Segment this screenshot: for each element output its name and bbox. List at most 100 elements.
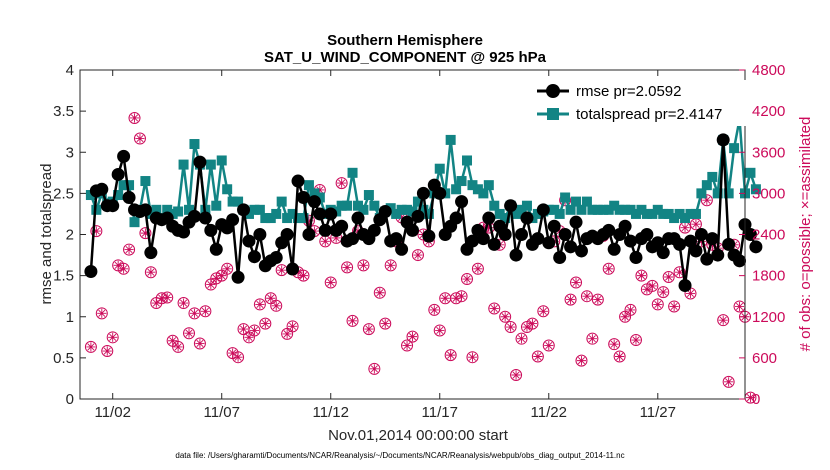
- totalspread-point: [233, 196, 244, 207]
- obs-possible-point: [668, 300, 681, 313]
- rmse-point: [378, 204, 392, 218]
- totalspread-point: [456, 176, 467, 187]
- totalspread-point: [576, 204, 587, 215]
- totalspread-point: [489, 200, 500, 211]
- rmse-point: [515, 228, 529, 241]
- obs-assimilated-point: [669, 301, 679, 312]
- totalspread-point: [647, 208, 658, 219]
- rmse-point: [433, 186, 447, 200]
- obs-possible-point: [248, 324, 261, 337]
- obs-assimilated-point: [734, 301, 745, 312]
- rmse-point: [193, 155, 207, 169]
- rmse-point: [95, 182, 109, 196]
- obs-possible-point: [700, 194, 713, 207]
- y-axis-label-right: # of obs: o=possible; ×=assimilated: [797, 117, 814, 352]
- totalspread-point: [494, 208, 505, 219]
- rmse-point: [204, 223, 218, 237]
- totalspread-point: [184, 204, 195, 215]
- totalspread-point: [342, 200, 353, 211]
- totalspread-point: [630, 208, 641, 219]
- rmse-point: [711, 248, 725, 262]
- rmse-point: [231, 270, 245, 284]
- obs-possible-point: [575, 354, 588, 367]
- totalspread-point: [167, 208, 178, 219]
- obs-assimilated-point: [402, 340, 412, 351]
- rmse-point: [564, 240, 578, 254]
- obs-assimilated-point: [86, 342, 96, 352]
- obs-possible-point: [379, 317, 392, 330]
- y-tick-label: 2: [66, 227, 74, 244]
- obs-assimilated-point: [233, 352, 243, 362]
- obs-assimilated-point: [473, 264, 483, 274]
- totalspread-point: [271, 208, 282, 219]
- obs-assimilated-point: [604, 264, 614, 274]
- obs-assimilated-point: [544, 340, 554, 351]
- rmse-point: [367, 223, 381, 237]
- totalspread-point: [521, 200, 532, 211]
- totalspread-point: [581, 196, 592, 207]
- ticks-layer: 11/02 11/07 11/12 11/17 11/22 11/27 0 0.5 1 1.5 2 2…: [53, 62, 785, 421]
- totalspread-point: [592, 204, 603, 215]
- totalspread-point: [352, 200, 363, 211]
- totalspread-point: [565, 204, 576, 215]
- obs-assimilated-point: [113, 260, 123, 270]
- totalspread-point: [636, 204, 647, 215]
- obs-possible-point: [123, 243, 136, 256]
- obs-assimilated-point: [533, 351, 543, 362]
- totalspread-point: [118, 180, 129, 191]
- totalspread-point: [162, 204, 173, 215]
- obs-assimilated-point: [369, 364, 379, 374]
- obs-possible-point: [411, 249, 424, 262]
- obs-assimilated-point: [380, 319, 390, 329]
- rmse-point: [247, 250, 261, 264]
- obs-assimilated-point: [102, 346, 112, 356]
- obs-assimilated-point: [467, 352, 478, 362]
- y-tick-label: 1.5: [53, 268, 74, 285]
- x-tick-label: 11/22: [531, 404, 567, 421]
- rmse-point: [640, 228, 654, 241]
- rmse-point: [324, 207, 338, 221]
- obs-assimilated-point: [506, 322, 516, 332]
- obs-assimilated-point: [326, 277, 336, 288]
- totalspread-point: [407, 206, 418, 217]
- totalspread-point: [571, 196, 582, 207]
- rmse-point: [629, 251, 643, 265]
- y-tick-label: 0: [66, 391, 74, 408]
- obs-assimilated-point: [135, 133, 145, 144]
- totalspread-point: [358, 204, 369, 215]
- obs-assimilated-point: [375, 288, 385, 298]
- obs-possible-point: [177, 297, 190, 310]
- obs-possible-point: [602, 262, 615, 275]
- rmse-point: [269, 251, 283, 265]
- totalspread-point: [554, 208, 565, 219]
- rmse-point: [733, 254, 747, 268]
- obs-assimilated-point: [522, 322, 532, 332]
- rmse-point: [106, 199, 120, 213]
- obs-assimilated-point: [162, 292, 172, 303]
- obs-possible-point: [591, 293, 604, 306]
- obs-possible-point: [471, 262, 484, 275]
- obs-possible-point: [84, 340, 97, 353]
- totalspread-point: [614, 204, 625, 215]
- rmse-point: [198, 211, 212, 225]
- obs-assimilated-point: [358, 260, 369, 270]
- obs-assimilated-point: [696, 236, 706, 246]
- rmse-point: [651, 236, 665, 250]
- rmse-point: [542, 236, 556, 250]
- totalspread-point: [674, 208, 685, 219]
- totalspread-point: [423, 208, 434, 219]
- totalspread-point: [396, 204, 407, 215]
- rmse-point: [705, 232, 719, 246]
- obs-assimilated-point: [364, 324, 374, 334]
- legend-rmse-label: rmse pr=2.0592: [576, 83, 681, 100]
- obs-assimilated-point: [484, 223, 494, 233]
- totalspread-point: [658, 208, 669, 219]
- totalspread-point: [369, 200, 380, 211]
- obs-possible-point: [488, 302, 501, 315]
- obs-possible-point: [172, 340, 185, 353]
- obs-assimilated-point: [146, 267, 156, 277]
- obs-assimilated-point: [582, 291, 592, 301]
- totalspread-point: [276, 196, 287, 207]
- rmse-point: [389, 232, 403, 246]
